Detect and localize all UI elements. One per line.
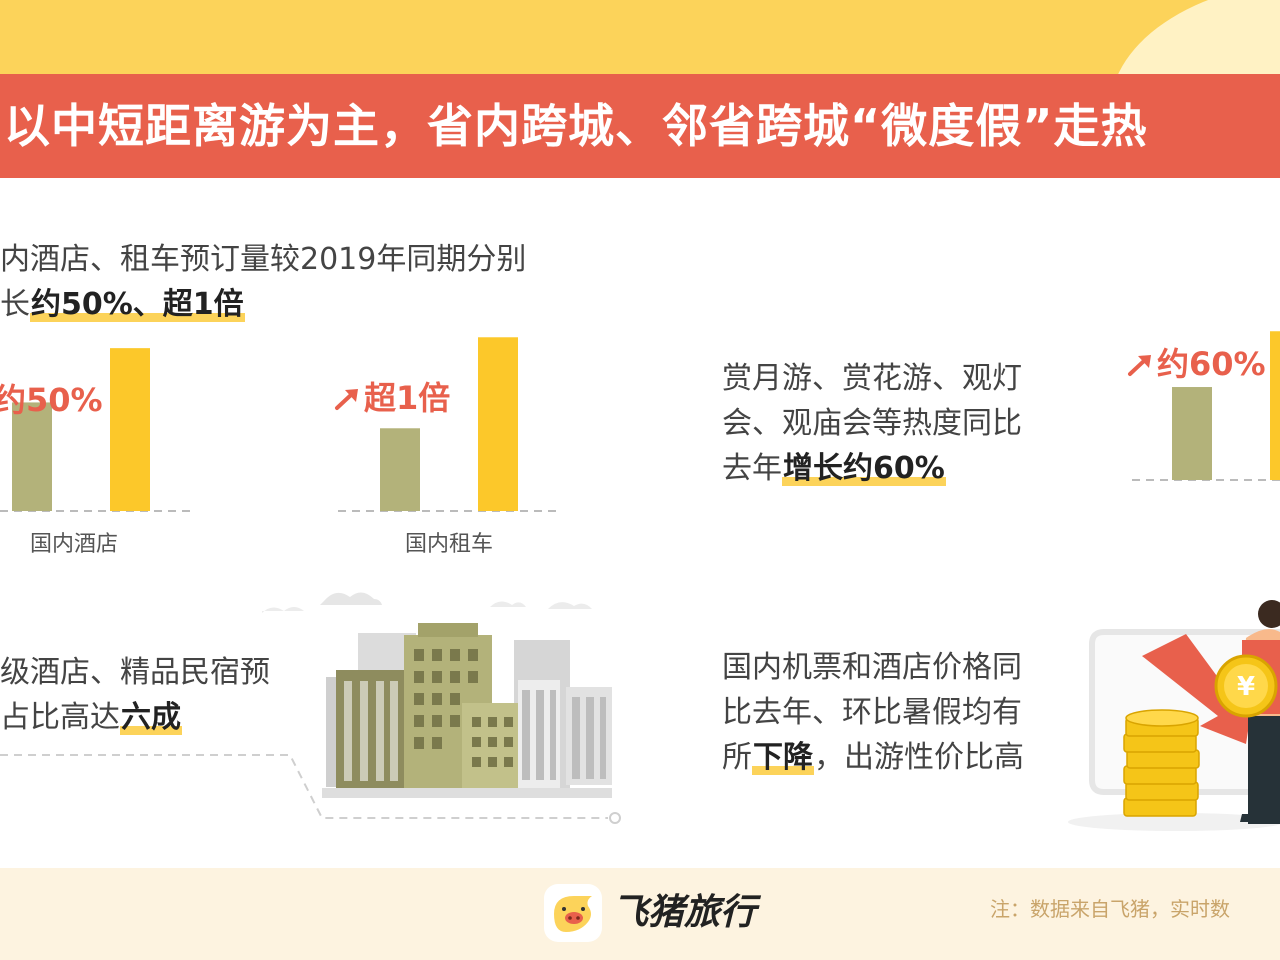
festival-text-prefix: 去年 xyxy=(722,451,782,486)
price-text-line3: 所下降，出游性价比高 xyxy=(722,735,1024,781)
dashed-connector xyxy=(0,754,621,824)
chart-car xyxy=(338,337,562,512)
booking-text-prefix: 长 xyxy=(0,287,30,322)
price-highlight: 下降 xyxy=(752,740,814,775)
svg-text:¥: ¥ xyxy=(1237,672,1255,702)
booking-highlight: 约50%、超1倍 xyxy=(30,287,245,322)
chart-hotel-xlabel: 国内酒店 xyxy=(30,532,119,557)
footer xyxy=(0,868,1280,960)
chart-festival-up-arrow-icon xyxy=(1128,355,1151,376)
footnote: 注：数据来自飞猪，实时数 xyxy=(990,897,1230,921)
chart-car-up-arrow-icon xyxy=(335,389,358,410)
chart-festival-bar-previous xyxy=(1172,387,1212,480)
chart-festival-growth-label: 约60% xyxy=(1157,345,1266,383)
city-buildings-illustration xyxy=(262,592,612,798)
premium-highlight: 六成 xyxy=(120,700,182,735)
price-text-prefix: 所 xyxy=(722,740,752,775)
price-text-line2: 比去年、环比暑假均有 xyxy=(722,695,1022,730)
chart-hotel-bar-current xyxy=(110,348,150,511)
chart-car-growth-label: 超1倍 xyxy=(364,379,451,417)
booking-text-line1: 内酒店、租车预订量较2019年同期分别 xyxy=(0,242,527,277)
premium-text-prefix: 占比高达 xyxy=(0,700,120,735)
title-banner: 以中短距离游为主，省内跨城、邻省跨城“微度假”走热 xyxy=(0,74,1280,178)
coin-stack-illustration: ¥ xyxy=(1068,600,1280,831)
festival-text-line1: 赏月游、赏花游、观灯 xyxy=(722,361,1022,396)
pig-logo-icon xyxy=(554,896,592,932)
chart-car-xlabel: 国内租车 xyxy=(405,532,494,557)
price-text-line1: 国内机票和酒店价格同 xyxy=(722,650,1022,685)
festival-text-line3: 去年增长约60% xyxy=(722,446,946,492)
chart-car-bar-current xyxy=(478,337,518,511)
brand-name: 飞猪旅行 xyxy=(612,892,757,933)
chart-hotel-bar-previous xyxy=(12,402,52,511)
chart-festival xyxy=(1132,331,1280,481)
top-band xyxy=(0,0,1280,80)
decor-blob xyxy=(1110,0,1280,80)
chart-car-bar-previous xyxy=(380,428,420,511)
festival-highlight: 增长约60% xyxy=(782,451,946,486)
page-title: 以中短距离游为主，省内跨城、邻省跨城“微度假”走热 xyxy=(4,99,1148,153)
brand-logo xyxy=(544,884,602,942)
festival-text-line2: 会、观庙会等热度同比 xyxy=(722,406,1022,441)
price-text-suffix: ，出游性价比高 xyxy=(814,740,1024,775)
premium-text-line2: 占比高达六成 xyxy=(0,695,182,741)
premium-text-line1: 级酒店、精品民宿预 xyxy=(0,655,270,690)
chart-festival-bar-current xyxy=(1270,331,1280,480)
chart-hotel-growth-label: 约50% xyxy=(0,381,103,419)
chart-hotel xyxy=(0,348,192,512)
booking-text-line2: 长约50%、超1倍 xyxy=(0,282,245,328)
